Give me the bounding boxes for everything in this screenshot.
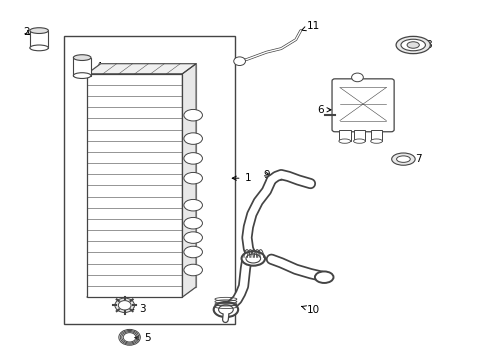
Ellipse shape	[400, 39, 425, 51]
Ellipse shape	[183, 172, 202, 184]
Ellipse shape	[30, 45, 48, 51]
Ellipse shape	[183, 199, 202, 211]
Ellipse shape	[183, 232, 202, 243]
Circle shape	[351, 73, 363, 82]
Polygon shape	[87, 64, 196, 74]
Ellipse shape	[30, 28, 48, 33]
Ellipse shape	[338, 139, 350, 143]
Ellipse shape	[353, 139, 365, 143]
Ellipse shape	[370, 139, 382, 143]
Ellipse shape	[241, 251, 264, 266]
Bar	[101, 64, 196, 287]
Text: 5: 5	[135, 333, 151, 343]
Ellipse shape	[183, 109, 202, 121]
Bar	[87, 74, 182, 297]
Text: 11: 11	[301, 21, 319, 31]
Bar	[30, 31, 48, 48]
FancyBboxPatch shape	[331, 79, 393, 132]
Text: 9: 9	[263, 170, 269, 180]
Bar	[73, 58, 91, 76]
Ellipse shape	[73, 55, 91, 60]
Bar	[63, 36, 234, 324]
Bar	[338, 130, 350, 141]
Circle shape	[118, 301, 131, 310]
Ellipse shape	[396, 156, 409, 162]
Circle shape	[115, 298, 134, 312]
Text: 4: 4	[81, 62, 102, 72]
Bar	[370, 130, 382, 141]
Text: 6: 6	[316, 105, 330, 115]
Ellipse shape	[73, 73, 91, 78]
Ellipse shape	[245, 254, 260, 263]
Ellipse shape	[218, 305, 233, 314]
Text: 8: 8	[418, 40, 431, 50]
Polygon shape	[182, 64, 196, 297]
Ellipse shape	[213, 302, 238, 317]
Circle shape	[233, 57, 245, 66]
Text: 2: 2	[23, 27, 30, 37]
Ellipse shape	[183, 133, 202, 144]
Ellipse shape	[391, 153, 414, 165]
Text: 3: 3	[130, 303, 146, 314]
Ellipse shape	[314, 271, 333, 283]
Bar	[353, 130, 365, 141]
Ellipse shape	[395, 36, 429, 54]
Text: 1: 1	[232, 173, 251, 183]
Ellipse shape	[183, 264, 202, 276]
Text: 7: 7	[407, 154, 421, 164]
Ellipse shape	[183, 246, 202, 258]
Ellipse shape	[406, 42, 418, 48]
Ellipse shape	[183, 217, 202, 229]
Ellipse shape	[183, 153, 202, 164]
Text: 10: 10	[301, 305, 320, 315]
